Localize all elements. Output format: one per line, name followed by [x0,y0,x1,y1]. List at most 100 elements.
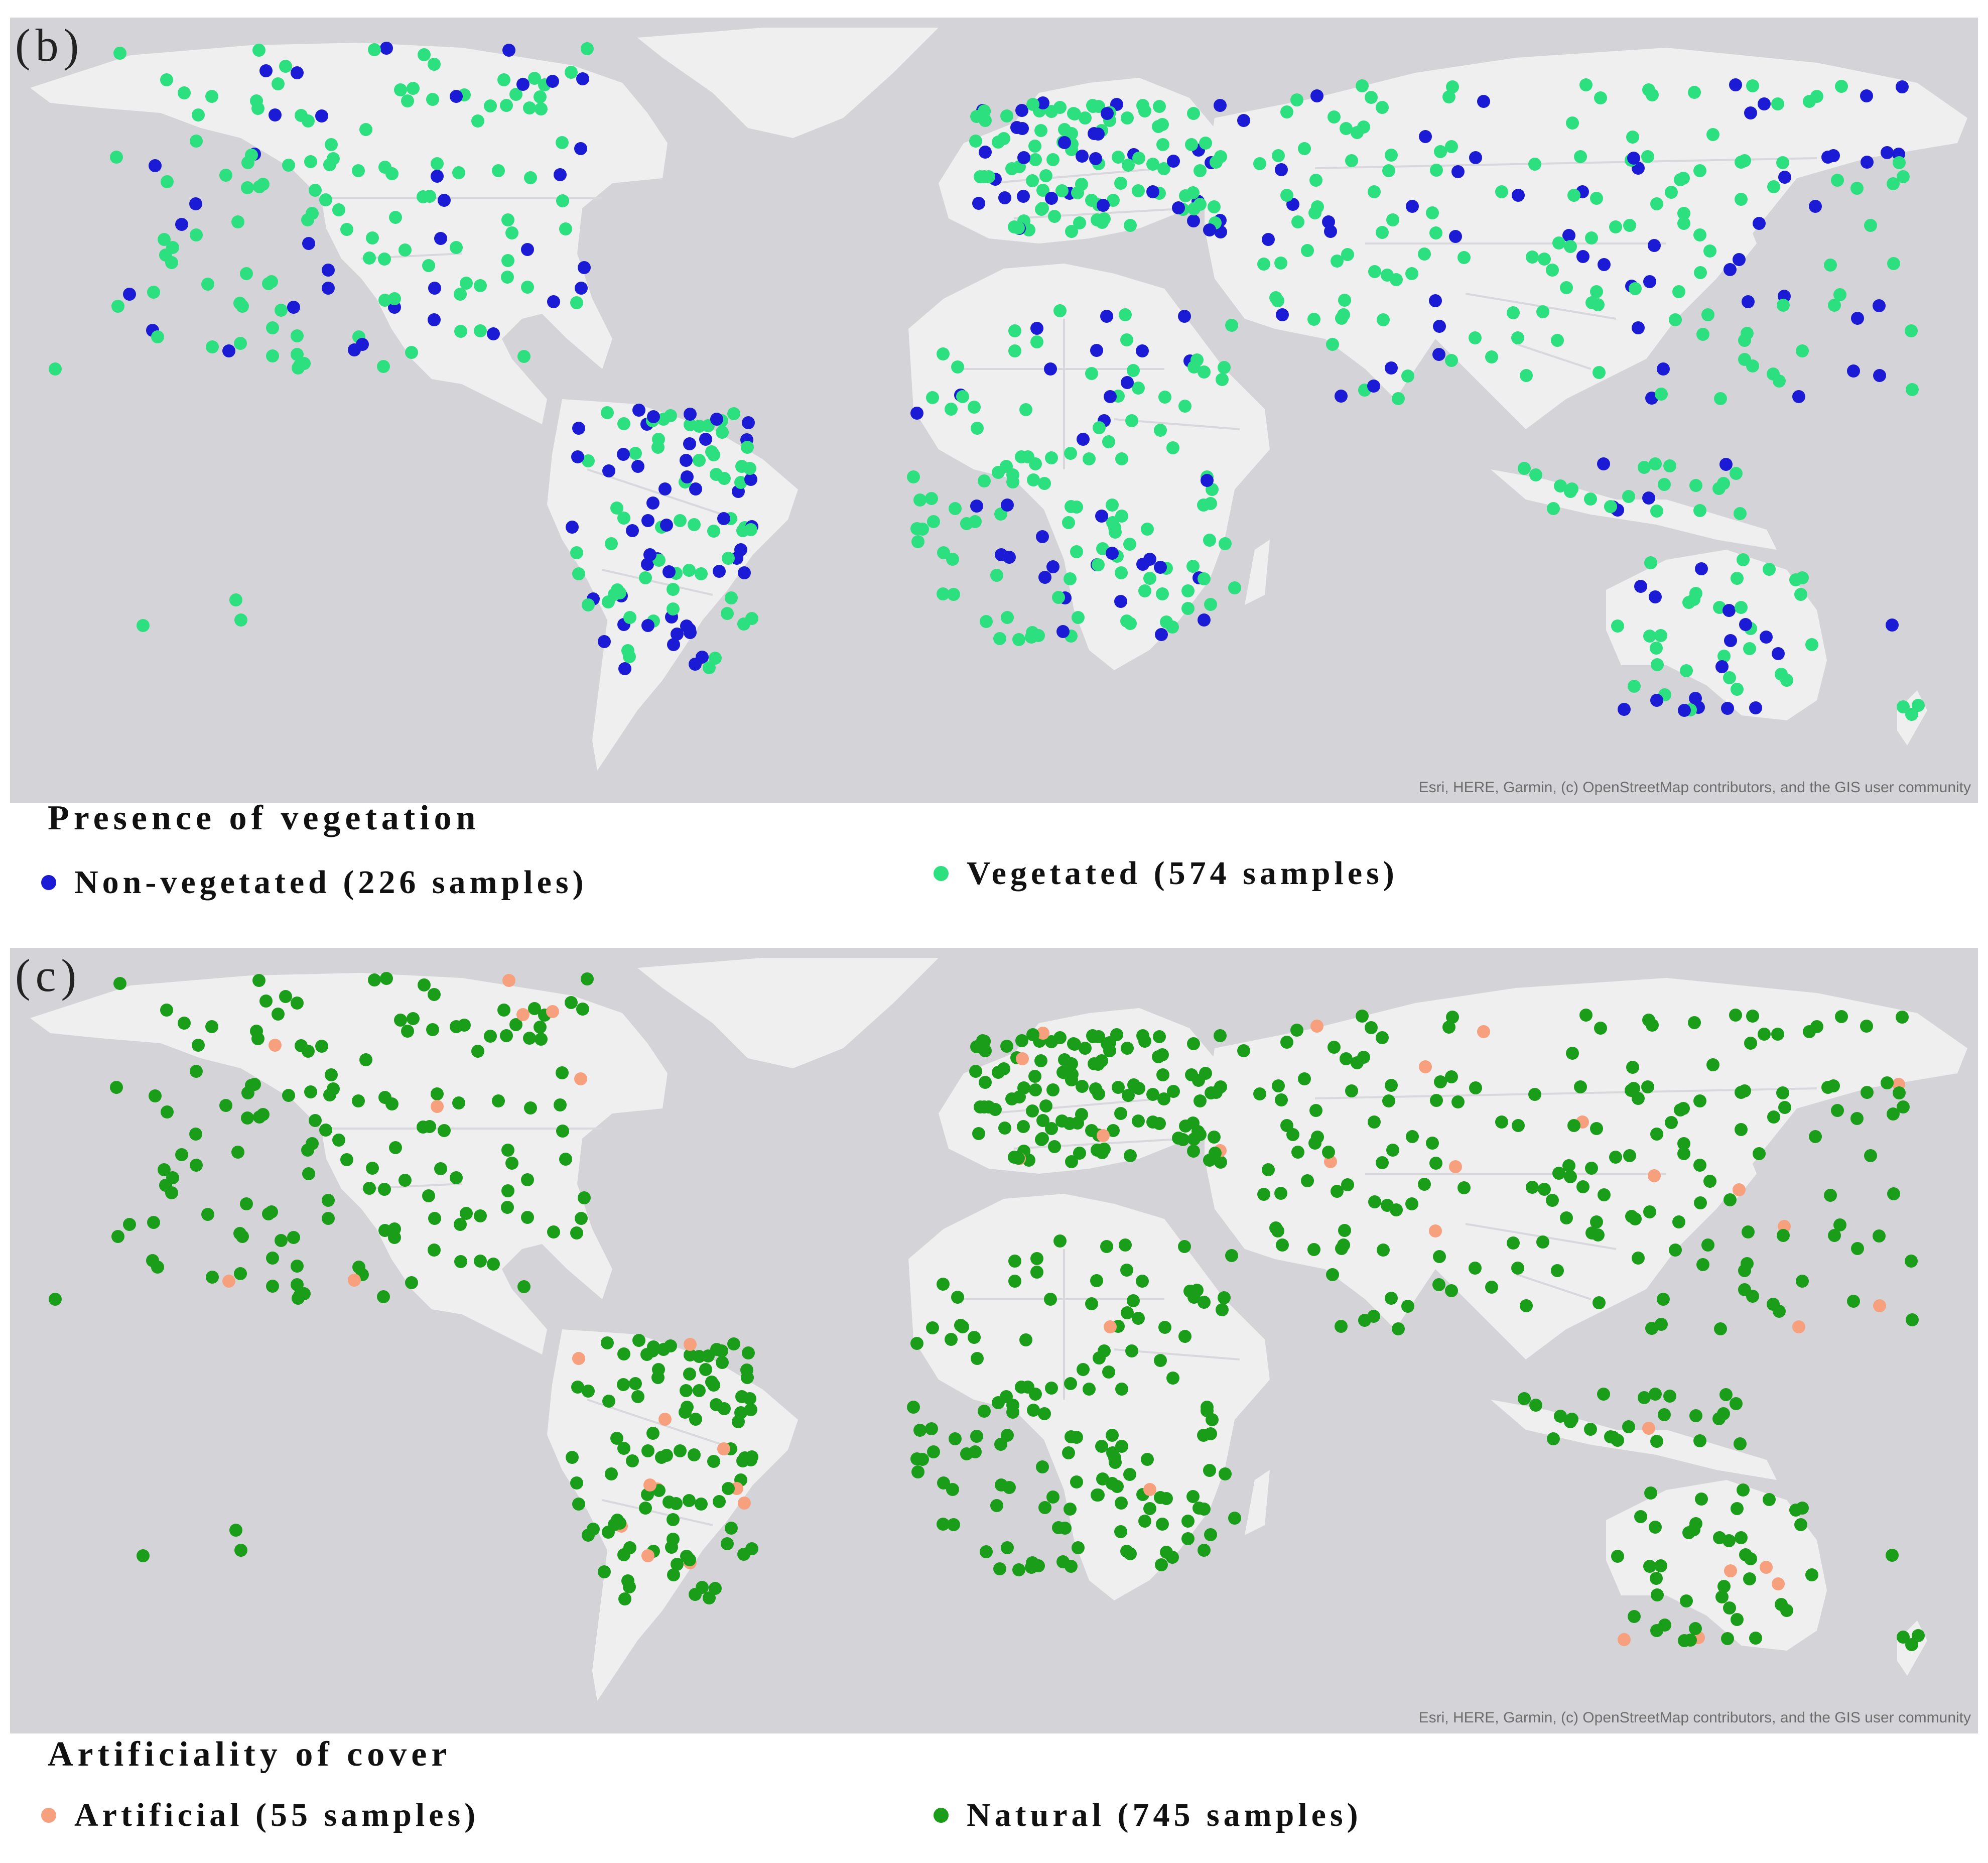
sample-point-natural [1731,1613,1744,1626]
sample-point-natural [1121,1306,1134,1319]
sample-point-natural [1136,1275,1149,1288]
sample-point-vegetated [969,135,982,148]
sample-point-vegetated [366,231,379,244]
sample-point-natural [641,1444,654,1457]
sample-point-natural [178,1017,191,1030]
sample-point-natural [1696,1258,1709,1271]
sample-point-vegetated [1376,226,1389,239]
sample-point-vegetated [1528,158,1541,171]
sample-point-vegetated [980,615,993,628]
sample-point-natural [1309,1104,1322,1117]
sample-point-non-vegetated [1036,96,1049,109]
sample-point-vegetated [1127,364,1140,377]
sample-point-natural [165,1186,178,1199]
sample-point-non-vegetated [683,623,696,636]
sample-point-vegetated [1204,598,1217,611]
sample-point-artificial [1642,1422,1655,1435]
sample-point-non-vegetated [1760,631,1773,644]
sample-point-natural [667,1513,680,1526]
sample-point-vegetated [1780,674,1793,687]
sample-point-non-vegetated [1001,499,1014,512]
landmass-indonesia [1491,469,1777,550]
sample-point-natural [1017,1120,1030,1133]
sample-point-vegetated [501,254,514,267]
sample-point-vegetated [1526,251,1539,264]
sample-point-vegetated [1093,421,1106,434]
sample-point-natural [1897,1631,1910,1644]
sample-point-vegetated [1181,584,1195,597]
sample-point-non-vegetated [1367,380,1380,393]
sample-point-vegetated [1590,192,1603,205]
sample-point-non-vegetated [632,404,645,417]
sample-point-natural [1028,1070,1041,1083]
sample-point-vegetated [1564,240,1577,253]
sample-point-natural [1019,1333,1032,1346]
sample-point-natural [1036,1460,1049,1473]
sample-point-non-vegetated [189,197,202,210]
sample-point-natural [1520,1299,1533,1312]
sample-point-natural [1833,1218,1846,1231]
sample-point-vegetated [582,598,595,611]
sample-point-non-vegetated [175,218,188,231]
sample-point-vegetated [1000,109,1013,122]
sample-point-natural [744,1403,757,1416]
sample-point-natural [1351,1056,1364,1069]
sample-point-non-vegetated [450,90,463,103]
sample-point-vegetated [1381,269,1394,282]
sample-point-natural [978,1035,991,1048]
sample-point-natural [741,1371,754,1384]
sample-point-vegetated [1897,700,1910,713]
sample-point-non-vegetated [1650,694,1663,707]
sample-point-natural [598,1565,611,1578]
sample-point-natural [523,1032,536,1045]
sample-point-vegetated [556,136,569,149]
landmass-japan [1716,1149,1757,1199]
sample-point-vegetated [422,259,435,272]
landmass-madagascar [1245,540,1270,605]
sample-point-vegetated [1511,331,1524,344]
sample-point-natural [1106,1446,1119,1459]
sample-point-vegetated [1579,78,1593,91]
sample-point-vegetated [452,166,465,179]
sample-point-vegetated [1604,500,1617,513]
sample-point-natural [1824,1189,1837,1202]
sample-point-non-vegetated [738,566,751,579]
sample-point-vegetated [1629,282,1642,295]
sample-point-vegetated [234,613,247,627]
sample-point-natural [1717,1580,1731,1593]
sample-point-artificial [1760,1561,1773,1574]
legend-title-vegetation: Presence of vegetation [48,799,480,837]
sample-point-vegetated [279,60,292,73]
sample-point-vegetated [1062,516,1075,529]
sample-point-natural [601,1336,614,1349]
sample-point-vegetated [1590,285,1603,298]
sample-point-natural [315,1040,328,1053]
sample-point-natural [1197,1429,1210,1442]
legend-item-non-vegetated: Non-vegetated (226 samples) [41,863,588,902]
sample-point-vegetated [937,546,950,559]
sample-point-natural [1693,1434,1706,1447]
sample-point-natural [1638,1391,1651,1404]
sample-point-natural [450,1020,463,1033]
sample-point-natural [745,1542,758,1555]
sample-point-vegetated [1208,200,1221,213]
sample-point-artificial [1143,1483,1156,1496]
sample-point-natural [1739,1548,1752,1561]
sample-point-vegetated [418,48,431,61]
sample-point-vegetated [1006,475,1019,488]
sample-point-vegetated [1153,100,1166,113]
sample-point-natural [554,1098,567,1111]
sample-point-vegetated [1622,490,1635,503]
sample-point-natural [667,1533,680,1546]
map-panel-c[interactable]: (c) Esri, HERE, Garmin, (c) OpenStreetMa… [10,948,1978,1733]
sample-point-natural [1008,1255,1021,1268]
sample-point-vegetated [927,515,940,528]
sample-point-natural [1835,1010,1848,1023]
sample-point-vegetated [524,171,537,184]
sample-point-non-vegetated [1092,128,1105,141]
sample-point-vegetated [113,47,126,60]
map-panel-b[interactable]: (b) Esri, HERE, Garmin, (c) OpenStreetMa… [10,18,1978,803]
sample-point-vegetated [1298,142,1311,155]
sample-point-natural [1345,1084,1358,1097]
sample-point-vegetated [581,42,594,55]
